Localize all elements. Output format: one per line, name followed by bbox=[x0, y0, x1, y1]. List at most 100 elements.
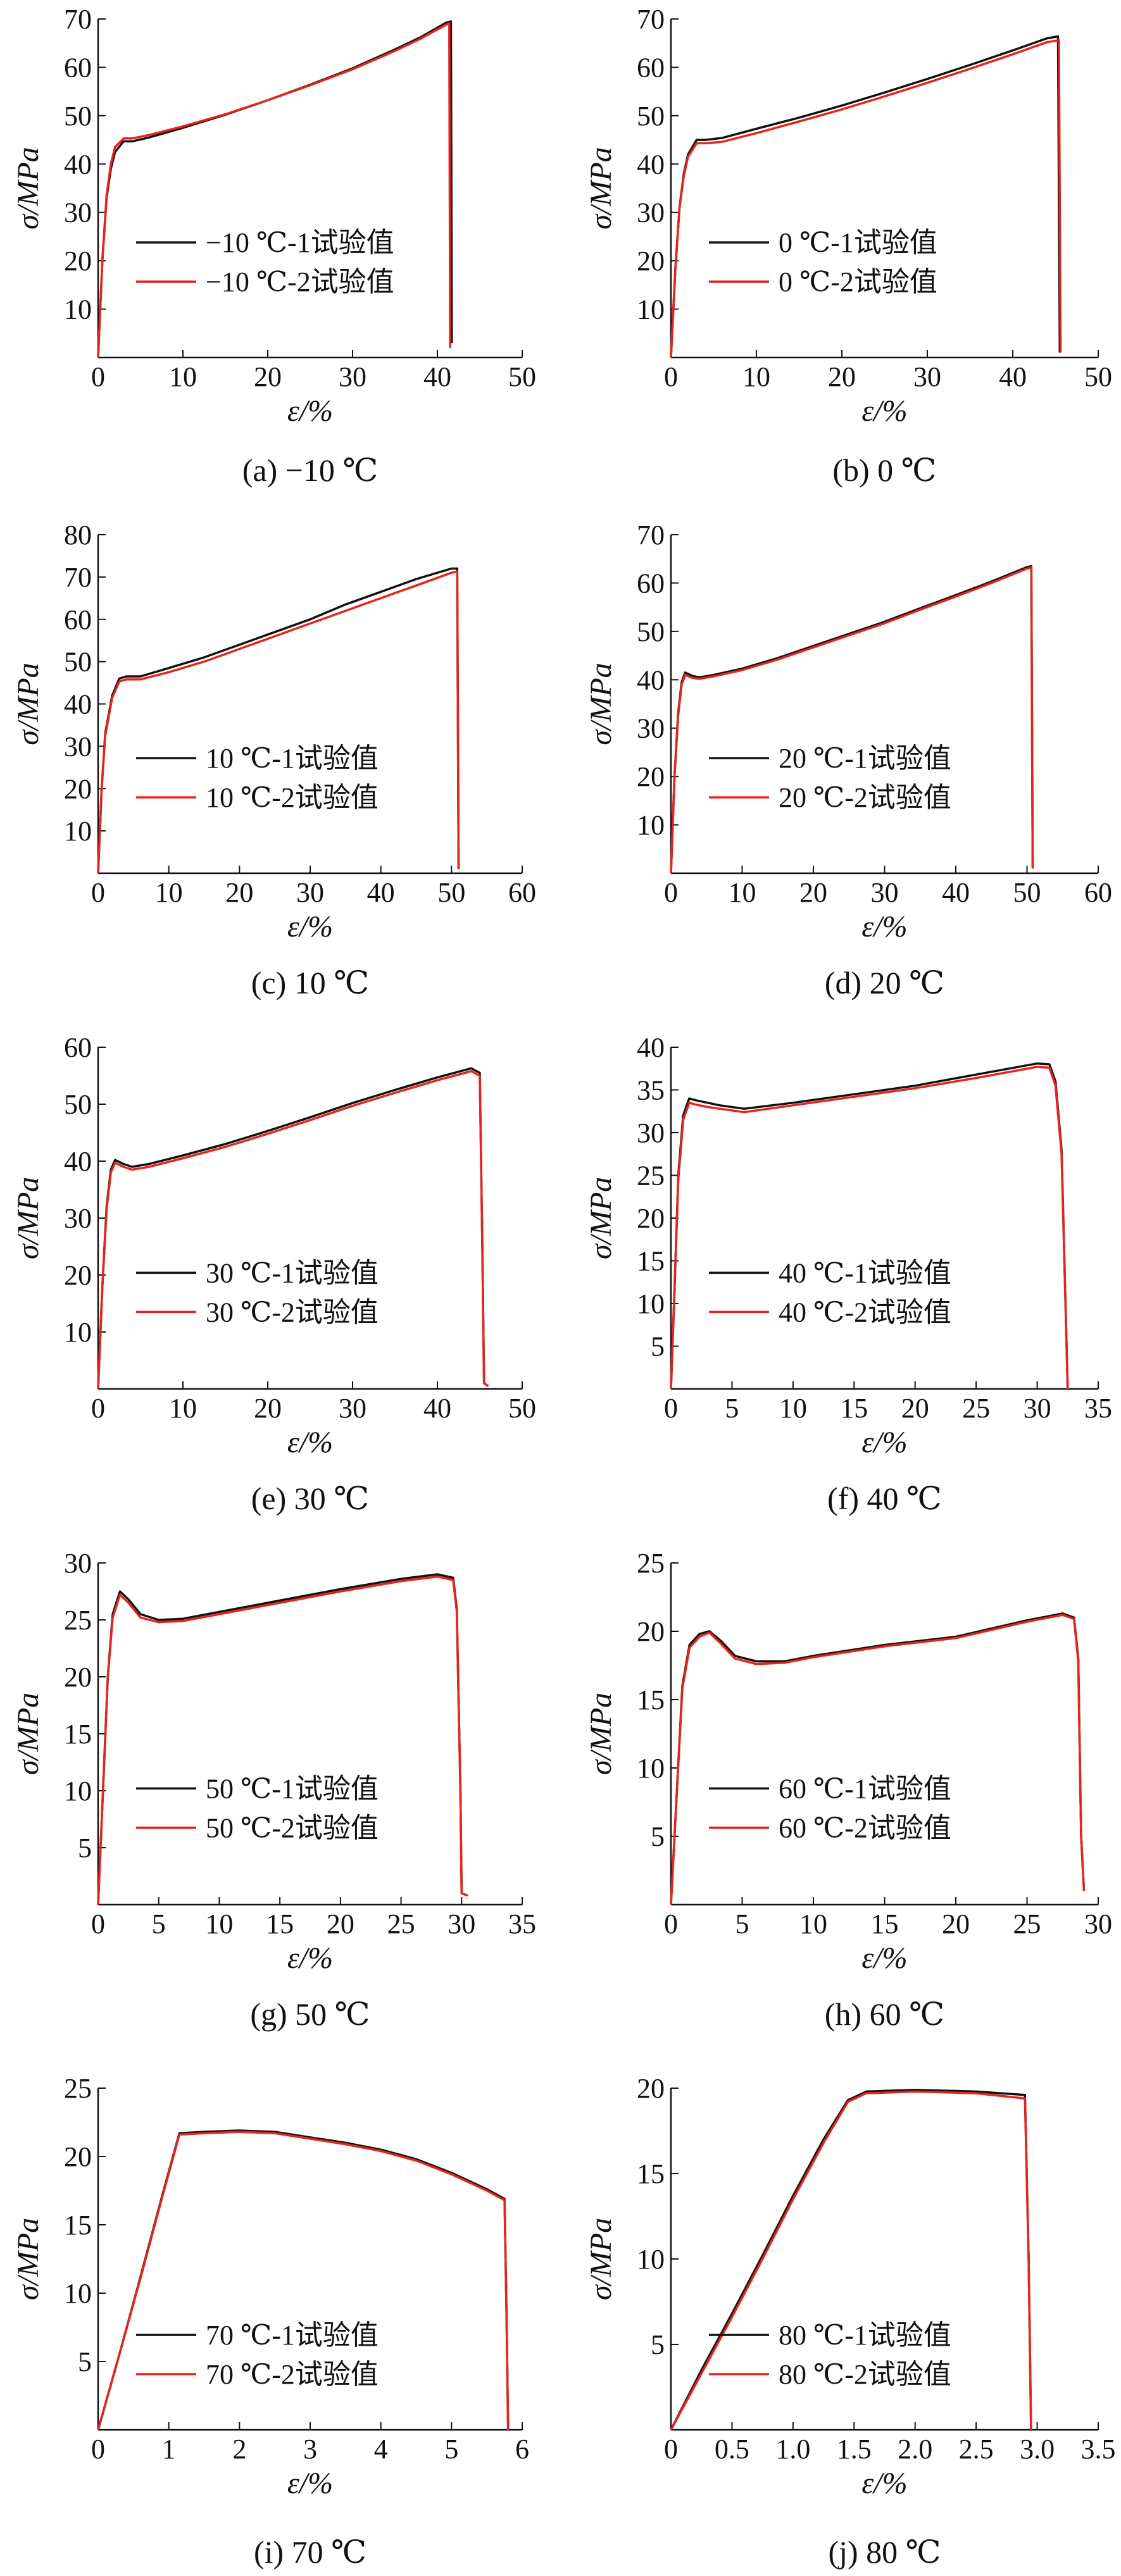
x-tick-label: 30 bbox=[1084, 1908, 1112, 1939]
y-tick-label: 5 bbox=[78, 2346, 92, 2377]
x-tick-label: 0 bbox=[664, 877, 678, 908]
x-tick-label: 10 bbox=[742, 361, 770, 392]
x-tick-label: 20 bbox=[799, 877, 827, 908]
y-tick-label: 10 bbox=[64, 2278, 92, 2309]
chart-caption: (g) 50 ℃ bbox=[250, 1996, 370, 2032]
chart-panel-8: 0 5 10 15 20 25 30 5 10 15 20 25 ε/% σ/MPa 60 ℃-1试验值 60… bbox=[584, 1548, 1112, 2032]
x-tick-label: 30 bbox=[339, 361, 366, 392]
y-tick-label: 10 bbox=[64, 1317, 92, 1348]
x-tick-label: 1.5 bbox=[837, 2434, 872, 2465]
x-tick-label: 35 bbox=[508, 1908, 536, 1939]
legend-label-2: 70 ℃-2试验值 bbox=[206, 2359, 379, 2390]
y-tick-label: 20 bbox=[637, 1616, 665, 1647]
x-tick-label: 25 bbox=[387, 1908, 415, 1939]
x-tick-label: 0 bbox=[91, 2434, 105, 2465]
x-tick-label: 40 bbox=[367, 877, 395, 908]
y-tick-label: 30 bbox=[64, 731, 92, 762]
series-line-2 bbox=[97, 2131, 510, 2430]
chart-caption: (f) 40 ℃ bbox=[827, 1481, 942, 1516]
chart-caption: (a) −10 ℃ bbox=[242, 452, 379, 488]
series-line-2 bbox=[670, 2090, 1032, 2430]
x-tick-label: 60 bbox=[1084, 877, 1112, 908]
y-tick-label: 20 bbox=[637, 761, 665, 792]
series-line-1 bbox=[97, 567, 460, 874]
x-tick-label: 10 bbox=[799, 1908, 827, 1939]
legend-label-2: 60 ℃-2试验值 bbox=[779, 1812, 951, 1843]
x-tick-label: 1.0 bbox=[775, 2434, 810, 2465]
legend-label-1: 10 ℃-1试验值 bbox=[206, 743, 379, 774]
x-tick-label: 30 bbox=[448, 1908, 475, 1939]
x-tick-label: 5 bbox=[444, 2434, 458, 2465]
chart-caption: (h) 60 ℃ bbox=[825, 1996, 944, 2032]
x-tick-label: 2.0 bbox=[898, 2434, 932, 2465]
y-tick-label: 80 bbox=[64, 520, 92, 551]
legend-label-2: 80 ℃-2试验值 bbox=[779, 2359, 951, 2390]
y-tick-label: 70 bbox=[64, 562, 92, 593]
series-line-1 bbox=[97, 20, 453, 358]
x-tick-label: 5 bbox=[725, 1393, 739, 1424]
legend-label-1: 40 ℃-1试验值 bbox=[779, 1257, 951, 1288]
y-tick-label: 10 bbox=[637, 1753, 665, 1784]
x-tick-label: 15 bbox=[840, 1393, 868, 1424]
y-tick-label: 30 bbox=[64, 197, 92, 228]
y-axis-title: σ/MPa bbox=[11, 1693, 45, 1775]
x-tick-label: 20 bbox=[225, 877, 253, 908]
x-tick-label: 0 bbox=[664, 1908, 678, 1939]
x-tick-label: 0.5 bbox=[715, 2434, 749, 2465]
y-tick-label: 20 bbox=[64, 1260, 92, 1291]
y-axis-title: σ/MPa bbox=[584, 147, 618, 229]
y-tick-label: 25 bbox=[64, 2073, 92, 2104]
y-axis-title: σ/MPa bbox=[584, 2218, 618, 2300]
x-axis-title: ε/% bbox=[287, 394, 333, 428]
x-axis-title: ε/% bbox=[861, 1426, 907, 1459]
y-axis-title: σ/MPa bbox=[11, 147, 45, 229]
chart-panel-4: 0 10 20 30 40 50 60 10 20 30 40 50 60 70 ε/% σ/MPa 20 ℃-… bbox=[584, 520, 1112, 1000]
series-line-2 bbox=[97, 570, 460, 874]
series-line-2 bbox=[670, 566, 1034, 874]
y-tick-label: 10 bbox=[637, 294, 665, 325]
x-tick-label: 0 bbox=[91, 877, 105, 908]
x-tick-label: 2 bbox=[232, 2434, 246, 2465]
y-tick-label: 15 bbox=[637, 1684, 665, 1715]
y-tick-label: 40 bbox=[637, 1032, 665, 1063]
chart-panel-1: 0 10 20 30 40 50 10 20 30 40 50 60 70 ε/% σ/MPa −10 ℃-1… bbox=[11, 4, 536, 488]
chart-panel-5: 0 10 20 30 40 50 10 20 30 40 50 60 ε/% σ/MPa 30 ℃-1试验值… bbox=[11, 1032, 536, 1516]
x-tick-label: 6 bbox=[515, 2434, 529, 2465]
y-tick-label: 70 bbox=[64, 4, 92, 35]
x-tick-label: 40 bbox=[423, 361, 451, 392]
y-tick-label: 30 bbox=[637, 713, 665, 744]
x-tick-label: 40 bbox=[942, 877, 970, 908]
x-tick-label: 30 bbox=[913, 361, 941, 392]
legend-label-1: 80 ℃-1试验值 bbox=[779, 2320, 951, 2351]
y-tick-label: 35 bbox=[637, 1075, 665, 1106]
x-tick-label: 0 bbox=[664, 361, 678, 392]
series-line-1 bbox=[97, 1573, 468, 1905]
legend-label-1: 50 ℃-1试验值 bbox=[206, 1773, 379, 1804]
legend-label-2: 10 ℃-2试验值 bbox=[206, 782, 379, 813]
y-tick-label: 30 bbox=[637, 197, 665, 228]
y-tick-label: 5 bbox=[651, 1331, 665, 1362]
y-tick-label: 50 bbox=[637, 101, 665, 132]
x-tick-label: 10 bbox=[779, 1393, 807, 1424]
x-axis-title: ε/% bbox=[861, 1941, 907, 1975]
x-tick-label: 35 bbox=[1084, 1393, 1112, 1424]
x-tick-label: 10 bbox=[169, 361, 197, 392]
legend-label-2: 0 ℃-2试验值 bbox=[779, 266, 937, 297]
y-tick-label: 60 bbox=[64, 604, 92, 635]
y-tick-label: 50 bbox=[637, 616, 665, 647]
y-axis-title: σ/MPa bbox=[584, 1177, 618, 1259]
series-line-2 bbox=[670, 1066, 1069, 1390]
chart-panel-6: 0 5 10 15 20 25 30 35 5 10 15 20 25 30 35 40 ε/% σ/MPa 40 … bbox=[584, 1032, 1112, 1516]
y-tick-label: 15 bbox=[64, 2210, 92, 2241]
series-line-1 bbox=[670, 1612, 1086, 1905]
series-line-2 bbox=[97, 1575, 468, 1905]
y-tick-label: 60 bbox=[64, 52, 92, 83]
series-line-2 bbox=[670, 39, 1062, 358]
chart-panel-3: 0 10 20 30 40 50 60 10 20 30 40 50 60 70 80 ε/% σ/MPa 10 … bbox=[11, 520, 536, 1000]
y-tick-label: 30 bbox=[637, 1117, 665, 1148]
y-tick-label: 10 bbox=[637, 1288, 665, 1319]
y-tick-label: 25 bbox=[64, 1605, 92, 1636]
series-line-2 bbox=[97, 22, 451, 358]
chart-caption: (d) 20 ℃ bbox=[825, 965, 944, 1000]
x-axis-title: ε/% bbox=[861, 2467, 907, 2500]
